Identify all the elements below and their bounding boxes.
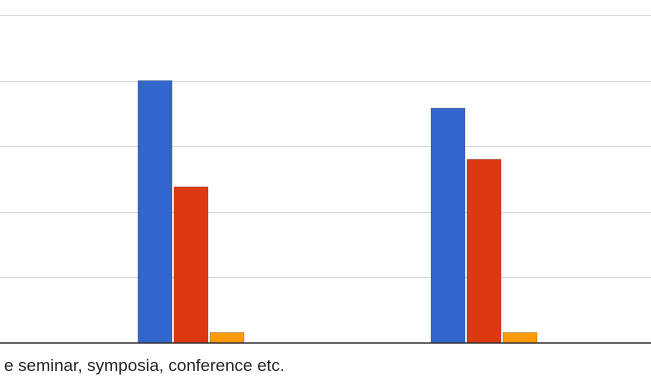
x-tick-label: e seminar, symposia, conference etc. bbox=[4, 356, 285, 375]
bar-series-2-category-1 bbox=[173, 186, 209, 344]
bars bbox=[137, 80, 538, 344]
category-labels: e seminar, symposia, conference etc. bbox=[4, 356, 285, 375]
bar-series-2-category-2 bbox=[466, 158, 502, 344]
bar-series-1-category-2 bbox=[430, 107, 466, 344]
bar-series-3-category-2 bbox=[502, 332, 538, 344]
grid-lines bbox=[0, 15, 651, 278]
bar-series-3-category-1 bbox=[209, 332, 245, 344]
bar-series-1-category-1 bbox=[137, 80, 173, 344]
